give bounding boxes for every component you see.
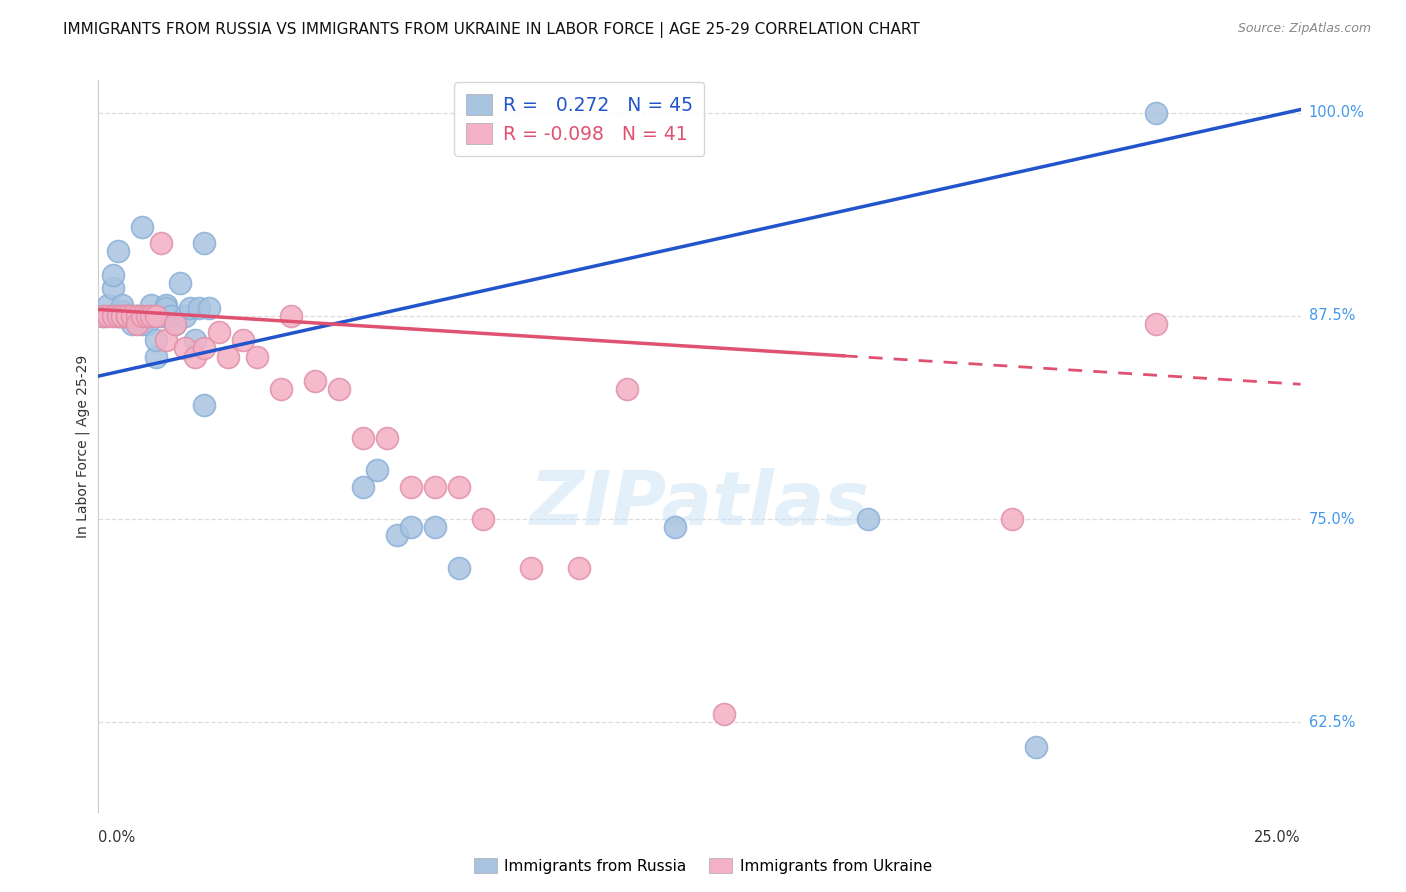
Point <box>165 317 187 331</box>
Point <box>101 309 124 323</box>
Text: 62.5%: 62.5% <box>1309 714 1355 730</box>
Point <box>131 317 153 331</box>
Y-axis label: In Labor Force | Age 25-29: In Labor Force | Age 25-29 <box>76 354 90 538</box>
Point <box>352 480 374 494</box>
Point <box>121 309 143 323</box>
Point <box>145 350 167 364</box>
Point <box>135 309 157 323</box>
Point <box>111 309 134 323</box>
Point <box>616 382 638 396</box>
Point <box>111 297 134 311</box>
Point <box>193 235 215 250</box>
Point <box>101 281 124 295</box>
Point <box>107 309 129 323</box>
Point <box>193 398 215 412</box>
Point <box>101 268 124 283</box>
Text: 25.0%: 25.0% <box>1254 830 1301 845</box>
Point <box>270 382 292 396</box>
Point <box>174 342 197 356</box>
Text: 87.5%: 87.5% <box>1309 309 1355 324</box>
Text: IMMIGRANTS FROM RUSSIA VS IMMIGRANTS FROM UKRAINE IN LABOR FORCE | AGE 25-29 COR: IMMIGRANTS FROM RUSSIA VS IMMIGRANTS FRO… <box>63 22 920 38</box>
Point <box>423 480 446 494</box>
Text: ZIPatlas: ZIPatlas <box>530 468 869 541</box>
Point <box>328 382 350 396</box>
Point <box>447 480 470 494</box>
Point <box>198 301 221 315</box>
Point <box>155 334 177 348</box>
Point <box>91 309 114 323</box>
Point <box>97 297 120 311</box>
Point <box>107 309 129 323</box>
Point <box>131 309 153 323</box>
Point <box>111 309 134 323</box>
Point <box>385 528 408 542</box>
Point <box>111 304 134 318</box>
Point <box>121 309 143 323</box>
Point <box>366 463 388 477</box>
Point <box>169 277 191 291</box>
Point <box>179 301 201 315</box>
Point <box>125 309 148 323</box>
Point <box>447 561 470 575</box>
Point <box>97 309 120 323</box>
Point <box>117 309 139 323</box>
Point <box>520 561 543 575</box>
Point <box>423 520 446 534</box>
Point <box>352 431 374 445</box>
Point <box>664 520 686 534</box>
Point <box>1144 105 1167 120</box>
Point <box>121 317 143 331</box>
Point <box>856 512 879 526</box>
Point <box>472 512 495 526</box>
Point <box>111 309 134 323</box>
Point <box>125 309 148 323</box>
Point <box>399 520 422 534</box>
Point <box>155 301 177 315</box>
Point <box>174 309 197 323</box>
Point <box>149 235 172 250</box>
Point <box>246 350 269 364</box>
Point <box>188 301 211 315</box>
Point <box>1144 317 1167 331</box>
Text: Source: ZipAtlas.com: Source: ZipAtlas.com <box>1237 22 1371 36</box>
Point <box>145 309 167 323</box>
Point <box>375 431 398 445</box>
Text: 75.0%: 75.0% <box>1309 512 1355 526</box>
Point <box>141 309 163 323</box>
Point <box>117 309 139 323</box>
Point <box>713 707 735 722</box>
Point <box>91 309 114 323</box>
Point <box>193 342 215 356</box>
Point <box>1001 512 1024 526</box>
Point <box>568 561 591 575</box>
Point <box>155 297 177 311</box>
Point <box>107 244 129 258</box>
Point <box>131 219 153 234</box>
Legend: Immigrants from Russia, Immigrants from Ukraine: Immigrants from Russia, Immigrants from … <box>468 852 938 880</box>
Point <box>125 309 148 323</box>
Point <box>125 317 148 331</box>
Point <box>1025 739 1047 754</box>
Point <box>208 325 231 339</box>
Text: 100.0%: 100.0% <box>1309 105 1365 120</box>
Point <box>135 317 157 331</box>
Point <box>117 309 139 323</box>
Point <box>149 309 172 323</box>
Text: 0.0%: 0.0% <box>98 830 135 845</box>
Point <box>117 309 139 323</box>
Point <box>217 350 239 364</box>
Point <box>145 334 167 348</box>
Point <box>183 334 205 348</box>
Point <box>232 334 254 348</box>
Point <box>183 350 205 364</box>
Point <box>304 374 326 388</box>
Point <box>117 309 139 323</box>
Point <box>280 309 302 323</box>
Point <box>165 317 187 331</box>
Legend: R =   0.272   N = 45, R = -0.098   N = 41: R = 0.272 N = 45, R = -0.098 N = 41 <box>454 82 704 155</box>
Point <box>141 297 163 311</box>
Point <box>399 480 422 494</box>
Point <box>159 309 181 323</box>
